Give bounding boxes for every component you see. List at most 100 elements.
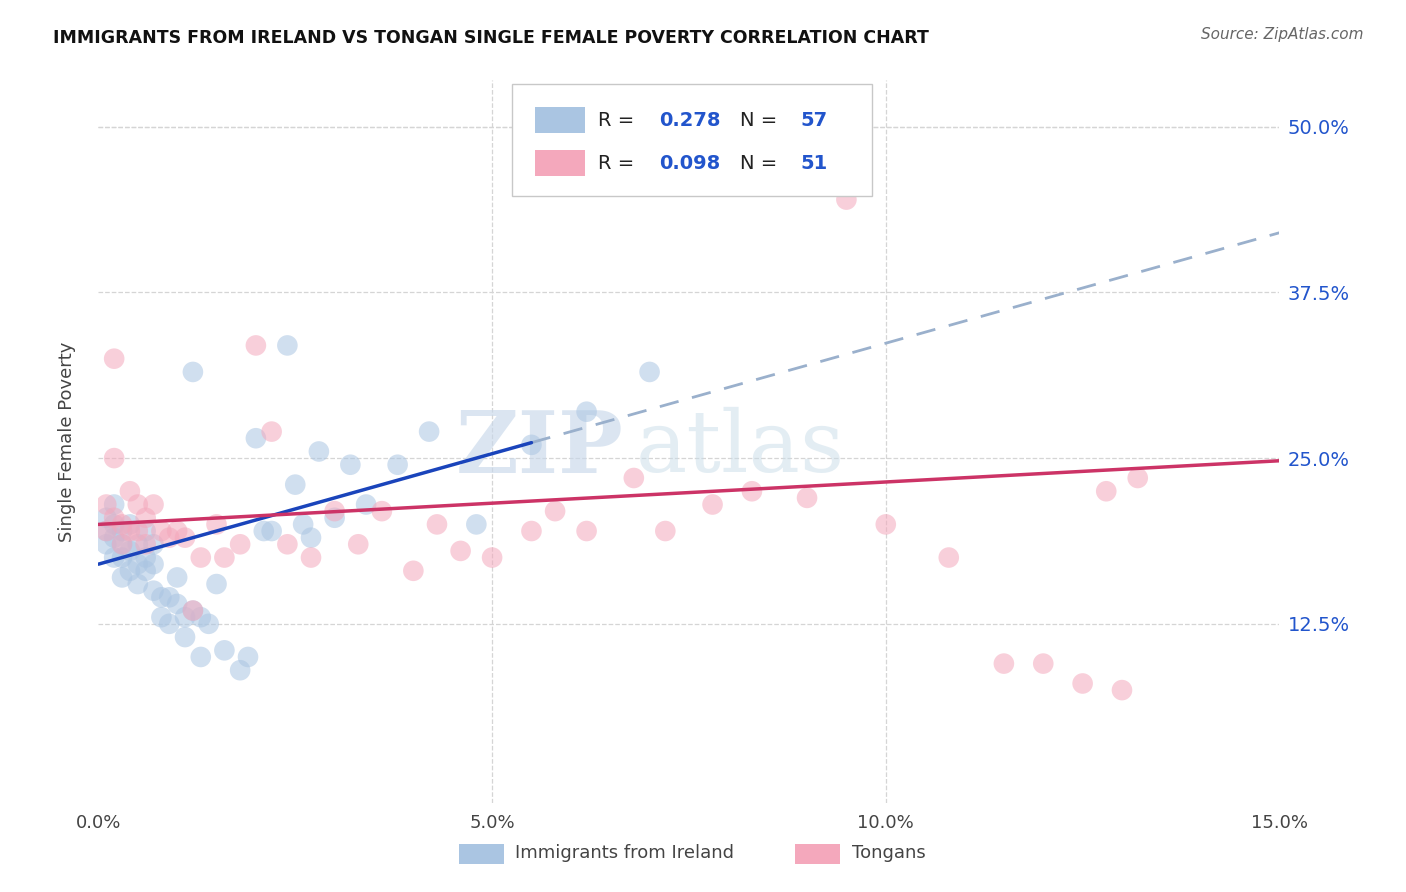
Point xyxy=(103,510,125,524)
Y-axis label: Single Female Poverty: Single Female Poverty xyxy=(58,342,76,541)
Point xyxy=(157,616,180,631)
Point xyxy=(111,570,134,584)
Point xyxy=(292,517,315,532)
Point xyxy=(181,603,204,617)
Point xyxy=(796,491,818,505)
Point xyxy=(938,550,960,565)
Point xyxy=(174,630,197,644)
Point xyxy=(236,650,259,665)
Point xyxy=(520,524,543,538)
Text: 51: 51 xyxy=(800,153,827,173)
Point xyxy=(835,193,858,207)
Point xyxy=(402,564,425,578)
Point xyxy=(118,517,141,532)
Text: Source: ZipAtlas.com: Source: ZipAtlas.com xyxy=(1201,27,1364,42)
Point xyxy=(465,517,488,532)
Point xyxy=(111,537,134,551)
Point xyxy=(197,616,219,631)
Point xyxy=(214,550,236,565)
Point xyxy=(174,610,197,624)
Point xyxy=(135,524,157,538)
FancyBboxPatch shape xyxy=(536,151,585,177)
Point xyxy=(1032,657,1054,671)
Text: 0.098: 0.098 xyxy=(659,153,721,173)
Text: R =: R = xyxy=(598,111,641,129)
Point xyxy=(426,517,449,532)
Point xyxy=(96,498,118,512)
Point xyxy=(135,510,157,524)
Point xyxy=(103,498,125,512)
Point xyxy=(190,610,212,624)
Point xyxy=(127,524,149,538)
Point xyxy=(354,498,377,512)
Point xyxy=(111,517,134,532)
Point xyxy=(260,524,283,538)
Point xyxy=(654,524,676,538)
Point xyxy=(339,458,361,472)
Point xyxy=(190,550,212,565)
Point xyxy=(245,431,267,445)
Point xyxy=(638,365,661,379)
Point xyxy=(229,663,252,677)
Point xyxy=(103,550,125,565)
Point xyxy=(371,504,394,518)
Point xyxy=(118,524,141,538)
Point xyxy=(103,351,125,366)
FancyBboxPatch shape xyxy=(536,107,585,133)
Point xyxy=(166,597,188,611)
Point xyxy=(96,524,118,538)
FancyBboxPatch shape xyxy=(458,844,503,864)
Point xyxy=(174,531,197,545)
Point xyxy=(418,425,440,439)
Text: Tongans: Tongans xyxy=(852,845,925,863)
Point xyxy=(118,564,141,578)
Text: R =: R = xyxy=(598,153,641,173)
Point xyxy=(347,537,370,551)
Point xyxy=(142,537,165,551)
Point xyxy=(166,570,188,584)
Point xyxy=(520,438,543,452)
Point xyxy=(96,537,118,551)
FancyBboxPatch shape xyxy=(796,844,841,864)
Point xyxy=(299,531,322,545)
Point xyxy=(150,610,173,624)
Point xyxy=(118,544,141,558)
Point xyxy=(103,517,125,532)
Text: 57: 57 xyxy=(800,111,827,129)
Point xyxy=(253,524,276,538)
Text: IMMIGRANTS FROM IRELAND VS TONGAN SINGLE FEMALE POVERTY CORRELATION CHART: IMMIGRANTS FROM IRELAND VS TONGAN SINGLE… xyxy=(53,29,929,46)
Point xyxy=(229,537,252,551)
Point xyxy=(1111,683,1133,698)
Point xyxy=(1095,484,1118,499)
Point xyxy=(214,643,236,657)
Point xyxy=(276,338,298,352)
Point xyxy=(103,531,125,545)
Point xyxy=(205,517,228,532)
Point xyxy=(308,444,330,458)
Point xyxy=(166,524,188,538)
Point xyxy=(323,510,346,524)
Point xyxy=(142,557,165,571)
Point xyxy=(875,517,897,532)
Text: 0.278: 0.278 xyxy=(659,111,721,129)
Point xyxy=(299,550,322,565)
Text: atlas: atlas xyxy=(636,407,845,491)
Text: N =: N = xyxy=(740,153,783,173)
Text: Immigrants from Ireland: Immigrants from Ireland xyxy=(516,845,734,863)
Point xyxy=(741,484,763,499)
Point xyxy=(245,338,267,352)
Point xyxy=(96,524,118,538)
FancyBboxPatch shape xyxy=(512,84,872,196)
Point xyxy=(181,603,204,617)
Point xyxy=(190,650,212,665)
Point xyxy=(135,550,157,565)
Point xyxy=(157,591,180,605)
Point xyxy=(111,524,134,538)
Point xyxy=(702,498,724,512)
Point xyxy=(993,657,1015,671)
Point xyxy=(181,365,204,379)
Point xyxy=(150,591,173,605)
Point xyxy=(142,583,165,598)
Point xyxy=(284,477,307,491)
Point xyxy=(96,510,118,524)
